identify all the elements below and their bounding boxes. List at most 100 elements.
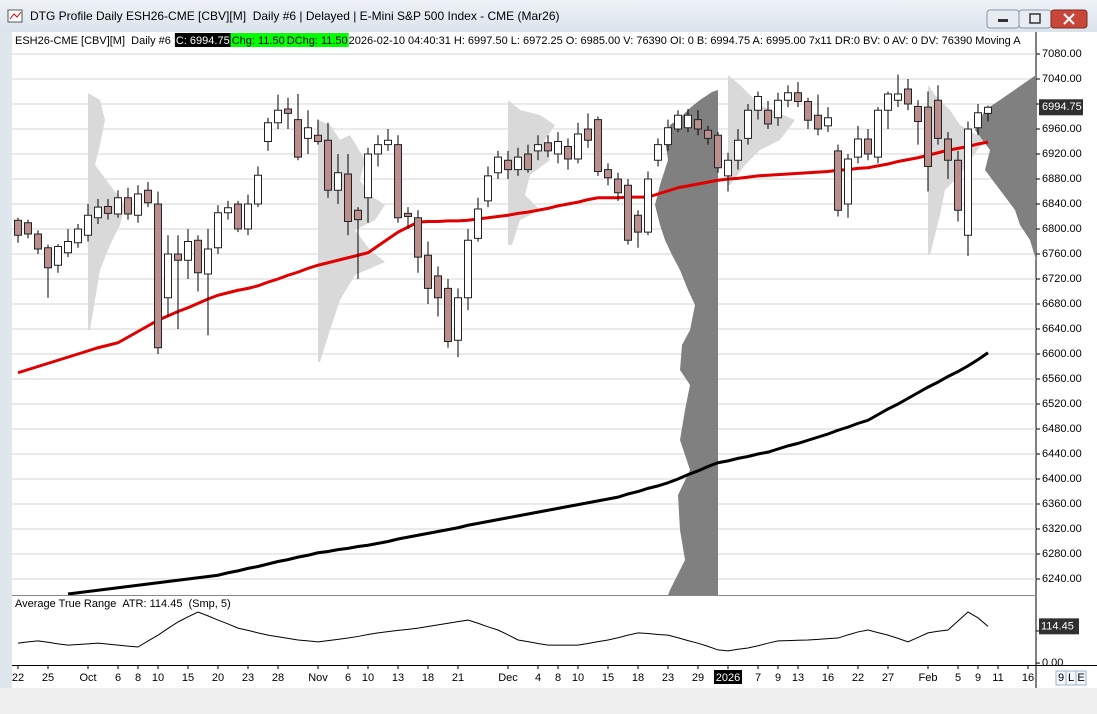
candle-body [644,178,652,233]
candle-body [524,153,532,171]
composite-profile [975,75,1036,260]
close-icon [1063,13,1075,25]
x-tick-label: 10 [362,672,374,684]
candle-body [444,287,452,342]
candle-body [224,207,232,214]
candle-body [484,175,492,202]
atr-label: ATR: 114.45 [122,598,182,610]
x-tick-label: 11 [992,672,1003,684]
candle-body [424,254,432,289]
candle-body [194,239,202,274]
x-tick-label: Dec [498,672,518,684]
x-label-highlight [714,670,742,684]
y-tick-label: 6960.00 [1042,123,1082,135]
candle-body [584,128,592,141]
candle-body [274,109,282,124]
x-tick-label: 8 [555,672,561,684]
candle-body [454,297,462,341]
candle-body [144,189,152,204]
x-tick-label: Feb [919,672,938,684]
candle-body [104,206,112,214]
candle-body [844,158,852,205]
x-tick-label: 23 [242,672,254,684]
candle-body [634,214,642,233]
candle-body [924,106,932,167]
candle-body [674,114,682,130]
candle-body [214,212,222,249]
candle-body [504,159,512,171]
candle-body [304,127,312,139]
x-tick-label: Oct [79,672,96,684]
candle-body [64,241,72,254]
candle-body [664,127,672,146]
candle-body [574,133,582,160]
y-tick-label: 6760.00 [1042,248,1082,260]
candle-body [824,117,832,127]
maximize-button[interactable] [1018,9,1052,29]
info-badge [174,33,231,47]
candle-body [764,109,772,125]
status-button[interactable] [1075,670,1087,686]
app-icon [7,9,23,23]
candle-body [174,253,182,261]
candle-body [294,119,302,158]
candle-body [494,156,502,174]
moving-average [67,351,989,595]
info-text: DChg: 11.50 [287,35,348,47]
candle-body [704,129,712,139]
candle-body [864,138,872,155]
candle-body [834,150,842,211]
x-tick-label: 2026 [716,672,740,684]
candle-body [154,203,162,349]
candle-body [894,93,902,101]
candle-body [324,139,332,191]
candle-body [284,108,292,114]
y-tick-label: 6400.00 [1042,473,1082,485]
candle-body [24,222,32,235]
candle-body [44,247,52,269]
volume-profile [508,100,555,245]
x-tick-label: 9 [975,672,981,684]
candle-body [774,99,782,119]
y-tick-label: 6480.00 [1042,423,1082,435]
candle-body [724,159,732,177]
candle-body [794,92,802,102]
candle-body [14,219,22,236]
candle-body [74,228,82,244]
title-bar [0,0,1097,32]
x-tick-label: 20 [212,672,224,684]
candle-body [254,174,262,205]
last-price-badge [1039,99,1083,116]
window-title: DTG Profile Daily ESH26-CME [CBV][M] Dai… [30,9,560,23]
candle-body [544,142,552,152]
candle-body [94,206,102,219]
candle-body [694,119,702,130]
x-tick-label: 4 [535,672,541,684]
candle-body [204,248,212,275]
y-tick-label: 6920.00 [1042,148,1082,160]
y-tick-label: 6800.00 [1042,223,1082,235]
x-tick-label: 10 [572,672,584,684]
y-tick-label: 6680.00 [1042,298,1082,310]
candle-body [744,109,752,139]
candle-body [134,193,142,216]
candle-body [884,93,892,111]
x-tick-label: 16 [822,672,834,684]
app-icon-line [9,11,22,20]
atr-badge [1039,618,1079,635]
candle-body [464,239,472,299]
candle-body [124,197,132,215]
moving-average [17,140,989,375]
y-tick-label: 6520.00 [1042,398,1082,410]
candle-body [904,88,912,105]
candle-body [114,197,122,215]
y-tick-label: 6320.00 [1042,523,1082,535]
candle-body [374,144,382,155]
candle-body [614,178,622,194]
candle-body [164,253,172,299]
x-tick-label: 18 [632,672,644,684]
candle-body [34,233,42,250]
candle-body [184,241,192,261]
y-tick-label: 6560.00 [1042,373,1082,385]
